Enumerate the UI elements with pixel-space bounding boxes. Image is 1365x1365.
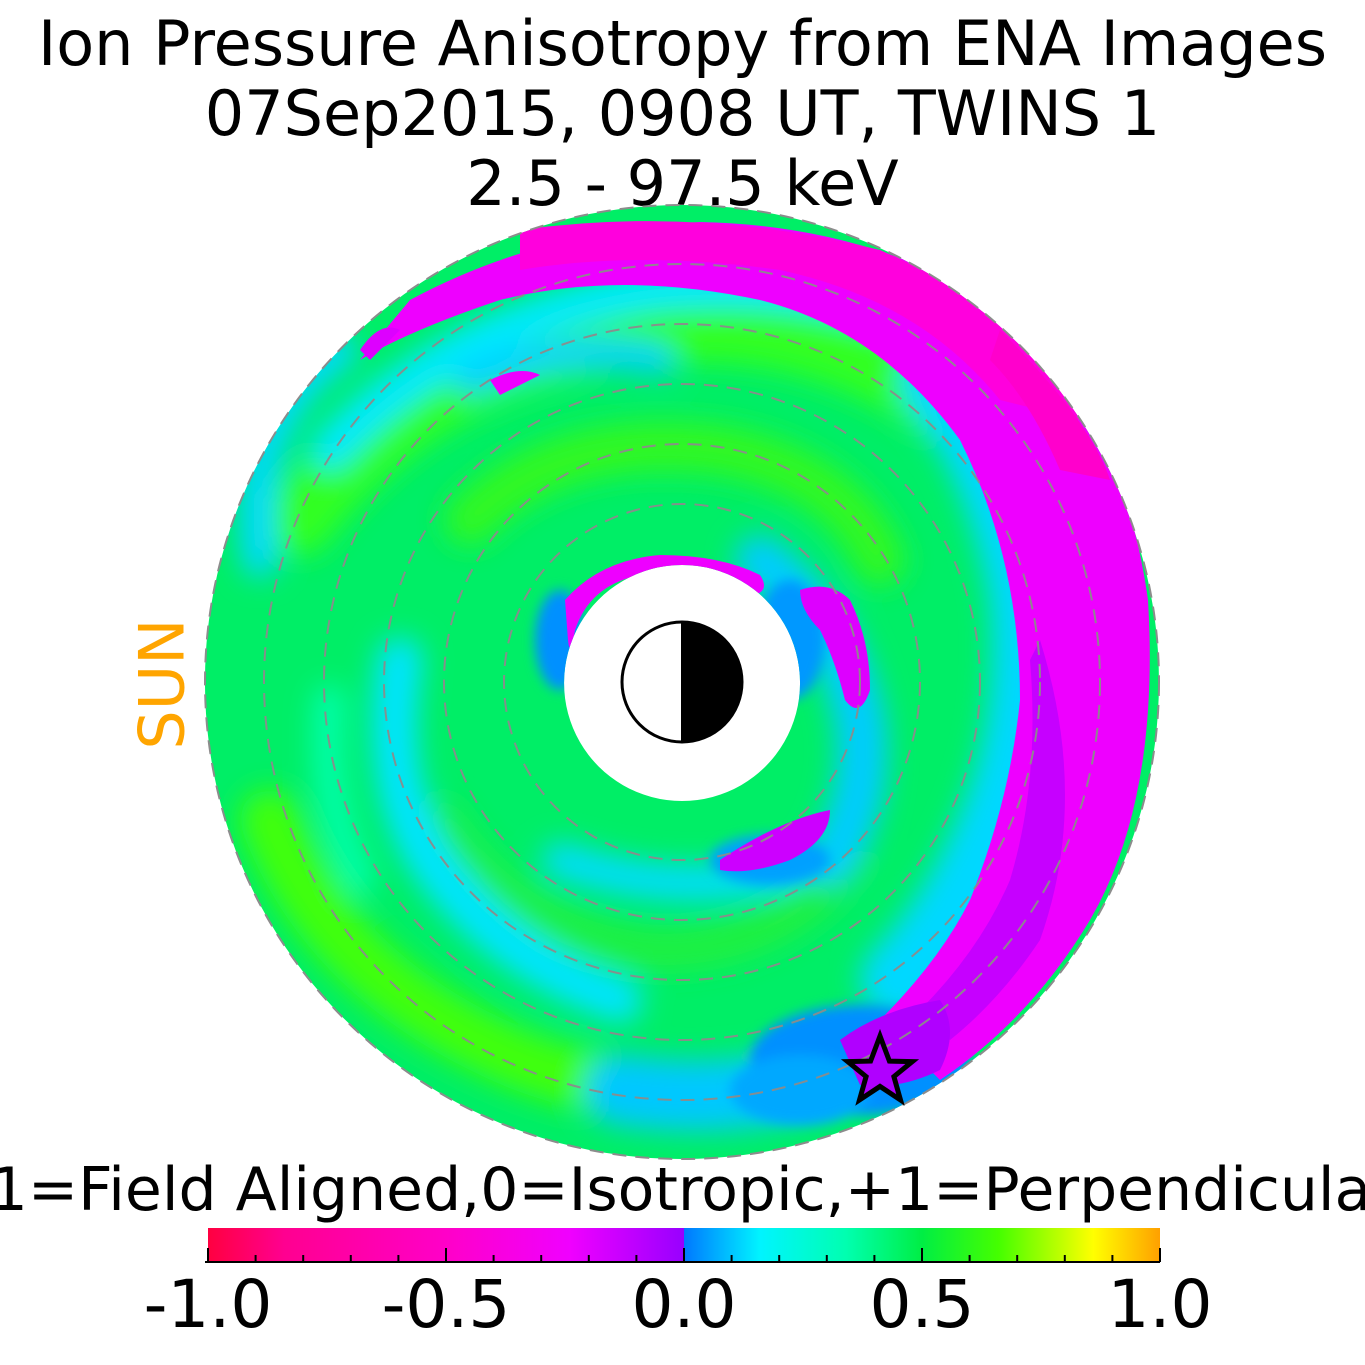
colorbar-ticks <box>207 1248 1161 1262</box>
colorbar-tick-label: 0.0 <box>631 1266 737 1343</box>
colorbar-tick-label: 1.0 <box>1107 1266 1213 1343</box>
colorbar-tick-label: 0.5 <box>869 1266 975 1343</box>
colorbar-tick-label: -0.5 <box>381 1266 511 1343</box>
grid-ring <box>443 443 921 921</box>
field-aligned-region <box>360 222 1150 1080</box>
earth-icon <box>620 620 744 744</box>
colorbar-label: -1=Field Aligned,0=Isotropic,+1=Perpendi… <box>0 1155 1365 1225</box>
anisotropy-heatmap <box>204 205 1159 1159</box>
satellite-star-icon <box>840 1028 920 1106</box>
chart-title: Ion Pressure Anisotropy from ENA Images <box>37 7 1328 80</box>
grid-ring-outer <box>204 204 1160 1160</box>
grid-rings <box>263 263 1101 1101</box>
grid-ring <box>383 383 981 981</box>
grid-ring <box>503 503 861 861</box>
grid-ring <box>323 323 1041 1041</box>
grid-ring <box>263 263 1101 1101</box>
chart-subtitle-date: 07Sep2015, 0908 UT, TWINS 1 <box>204 77 1161 150</box>
colorbar-tick-label: -1.0 <box>143 1266 273 1343</box>
chart-subtitle-energy: 2.5 - 97.5 keV <box>466 147 899 220</box>
